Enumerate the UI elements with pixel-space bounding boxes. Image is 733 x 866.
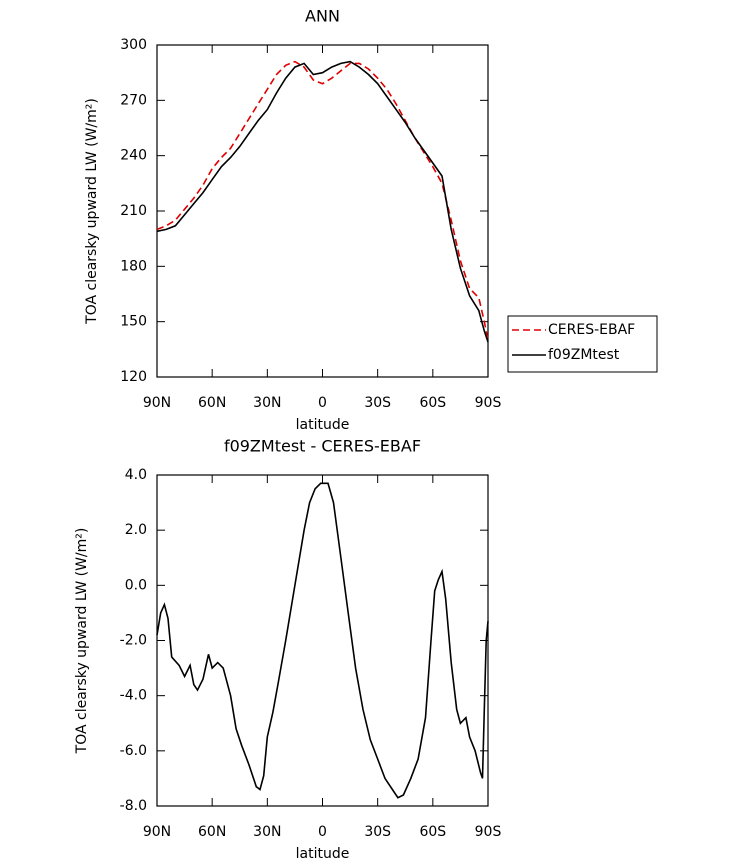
x-tick-label: 0 <box>318 824 327 840</box>
y-axis-label: TOA clearsky upward LW (W/m²) <box>74 528 90 755</box>
y-tick-label: 120 <box>120 369 147 385</box>
y-tick-label: 150 <box>120 314 147 330</box>
x-tick-label: 60S <box>419 395 446 411</box>
x-axis-label: latitude <box>296 417 350 433</box>
y-tick-label: 2.0 <box>125 522 147 538</box>
y-tick-label: 270 <box>120 92 147 108</box>
x-tick-label: 30N <box>253 824 281 840</box>
y-tick-label: 180 <box>120 258 147 274</box>
y-tick-label: -2.0 <box>120 633 147 649</box>
data-line <box>156 482 489 799</box>
legend-label: f09ZMtest <box>548 347 620 363</box>
x-axis-label: latitude <box>296 846 350 862</box>
legend-box <box>507 315 658 373</box>
y-axis-label: TOA clearsky upward LW (W/m²) <box>84 98 100 325</box>
plot-frame <box>156 474 489 807</box>
legend-label: CERES-EBAF <box>548 322 635 338</box>
data-line <box>156 60 489 341</box>
x-tick-label: 90N <box>143 824 171 840</box>
y-tick-label: 4.0 <box>125 467 147 483</box>
x-tick-label: 90S <box>475 395 502 411</box>
chart-title: f09ZMtest - CERES-EBAF <box>224 437 421 456</box>
data-line <box>156 60 489 343</box>
x-tick-label: 60N <box>198 824 226 840</box>
x-tick-label: 0 <box>318 395 327 411</box>
x-tick-label: 60N <box>198 395 226 411</box>
chart-title: ANN <box>305 7 340 26</box>
y-tick-label: 210 <box>120 203 147 219</box>
y-tick-label: 300 <box>120 37 147 53</box>
plot-frame <box>156 44 489 378</box>
y-tick-label: -6.0 <box>120 743 147 759</box>
x-tick-label: 90N <box>143 395 171 411</box>
y-tick-label: 0.0 <box>125 577 147 593</box>
x-tick-label: 90S <box>475 824 502 840</box>
x-tick-label: 30S <box>364 395 391 411</box>
x-tick-label: 30S <box>364 824 391 840</box>
x-tick-label: 60S <box>419 824 446 840</box>
y-tick-label: -4.0 <box>120 688 147 704</box>
y-tick-label: -8.0 <box>120 798 147 814</box>
y-tick-label: 240 <box>120 148 147 164</box>
x-tick-label: 30N <box>253 395 281 411</box>
